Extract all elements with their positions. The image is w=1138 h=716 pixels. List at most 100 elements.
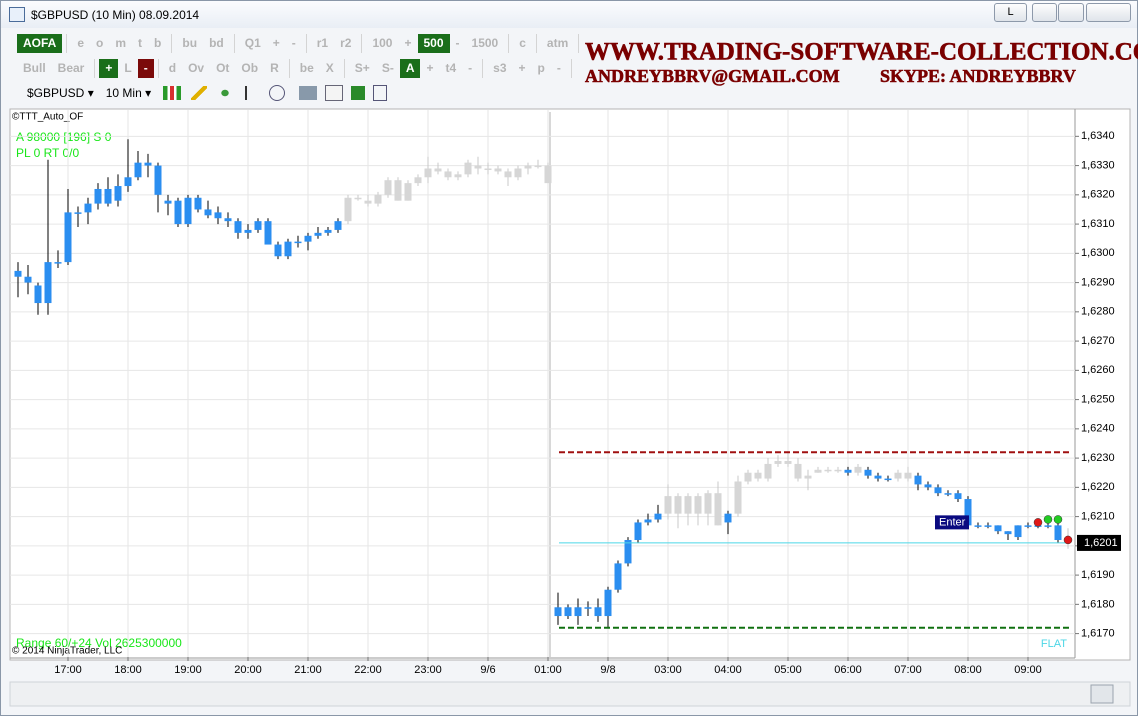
toolbar-button[interactable]: 500 [417,34,450,53]
toolbar-button[interactable]: + [272,36,280,50]
candle-body [874,475,882,479]
toolbar-button[interactable]: r2 [340,36,352,50]
toolbar-button[interactable]: - [468,61,473,75]
toolbar-button[interactable]: + [426,61,434,75]
toolbar-button[interactable]: S- [381,61,394,75]
candle-body [434,168,442,172]
candle-body [484,168,492,171]
footer-stats: Range 60/+24 Vol 2625300000 [16,636,182,650]
toolbar-button[interactable]: + [518,61,526,75]
strategies-icon[interactable] [325,84,344,101]
toolbar-button[interactable]: L [124,61,132,75]
candle-body [294,241,302,244]
y-tick-label: 1,6250 [1081,393,1115,405]
toolbar-button[interactable]: bu [182,36,198,50]
candle-body [504,171,512,178]
search-icon[interactable] [269,84,286,101]
toolbar-button[interactable]: Bear [57,61,85,75]
toolbar-button[interactable]: AOFA [17,34,63,53]
toolbar-button[interactable]: t [138,36,143,50]
toolbar-button[interactable]: s3 [493,61,507,75]
toolbar-button[interactable]: atm [546,36,569,50]
x-tick-label: 17:00 [54,664,82,676]
toolbar-button[interactable]: - [137,59,154,78]
y-tick-label: 1,6290 [1081,276,1115,288]
candle-body [414,177,422,184]
toolbar-button[interactable]: Q1 [244,36,261,50]
grid [10,110,1075,657]
app-icon [9,7,25,22]
signal-dot [1063,535,1073,545]
candle-body [134,162,142,178]
candle-body [124,177,132,187]
x-tick-label: 19:00 [174,664,202,676]
link-button[interactable]: L [994,3,1027,22]
toolbar-button[interactable]: S+ [354,61,370,75]
close-button[interactable] [1086,3,1131,22]
scroll-thumb[interactable] [1090,684,1114,704]
candle-body [374,194,382,204]
scrollbar[interactable] [9,681,1131,707]
candle-body [364,200,372,204]
candle-body [64,212,72,263]
toolbar-button[interactable]: Ot [216,61,230,75]
order-tag [935,515,969,530]
toolbar-button[interactable]: p [537,61,545,75]
bar-type-icon[interactable] [163,85,182,100]
candle-body [344,197,352,222]
candle-body [274,244,282,257]
maximize-button[interactable] [1058,3,1084,22]
button-group: AOFA [13,34,68,53]
toolbar-button[interactable]: d [168,61,177,75]
toolbar-button[interactable]: c [519,36,526,50]
toolbar-button[interactable]: R [270,61,279,75]
toolbar-button[interactable]: - [455,36,460,50]
toolbar-button[interactable]: b [154,36,162,50]
toolbar-button[interactable]: Bull [23,61,46,75]
toolbar-button[interactable]: Ov [188,61,205,75]
candle-body [254,221,262,230]
cursor-icon[interactable] [245,85,261,100]
y-tick-label: 1,6340 [1081,130,1115,142]
toolbar-button[interactable]: + [404,36,412,50]
toolbar-button[interactable]: o [96,36,104,50]
minimize-button[interactable] [1032,3,1057,22]
candle-body [924,484,932,488]
toolbar-button[interactable]: 1500 [471,36,499,50]
candle-body [694,496,702,514]
candle-body [954,493,962,500]
x-tick-label: 04:00 [714,664,742,676]
toolbar-button[interactable]: Ob [241,61,259,75]
properties-icon[interactable] [373,84,388,101]
toolbar-button[interactable]: r1 [316,36,329,50]
candle-body [474,165,482,169]
toolbar-button[interactable]: X [325,61,334,75]
toolbar-button[interactable]: t4 [445,61,457,75]
signal-dot [1043,515,1053,524]
candle-body [84,203,92,213]
toolbar-button[interactable]: A [399,59,421,78]
interval-selector[interactable]: 10 Min ▾ [105,85,152,100]
toolbar-button[interactable]: bd [209,36,224,50]
toolbar-button[interactable]: - [291,36,296,50]
candle-body [644,519,652,523]
y-tick-label: 1,6220 [1081,481,1115,493]
zoom-icon[interactable] [217,85,234,100]
toolbar-button[interactable]: be [299,61,314,75]
instrument-selector[interactable]: $GBPUSD ▾ [27,85,94,100]
draw-icon[interactable] [191,85,208,100]
button-group: + L - [95,59,159,78]
button-group: s3 + p - [483,59,572,78]
status-line: A 98000 [196] S 0 [16,130,112,144]
toolbar-button[interactable]: e [77,36,85,50]
orders-icon[interactable] [351,85,366,100]
candle-body [404,183,412,201]
toolbar-button[interactable]: + [99,59,119,78]
toolbar-button[interactable]: - [556,61,561,75]
indicators-icon[interactable] [299,85,318,100]
toolbar-button[interactable]: 100 [372,36,393,50]
candle-body [284,241,292,257]
chart-toolbar: $GBPUSD ▾ 10 Min ▾ [13,82,388,103]
candle-body [604,589,612,617]
toolbar-button[interactable]: m [115,36,127,50]
